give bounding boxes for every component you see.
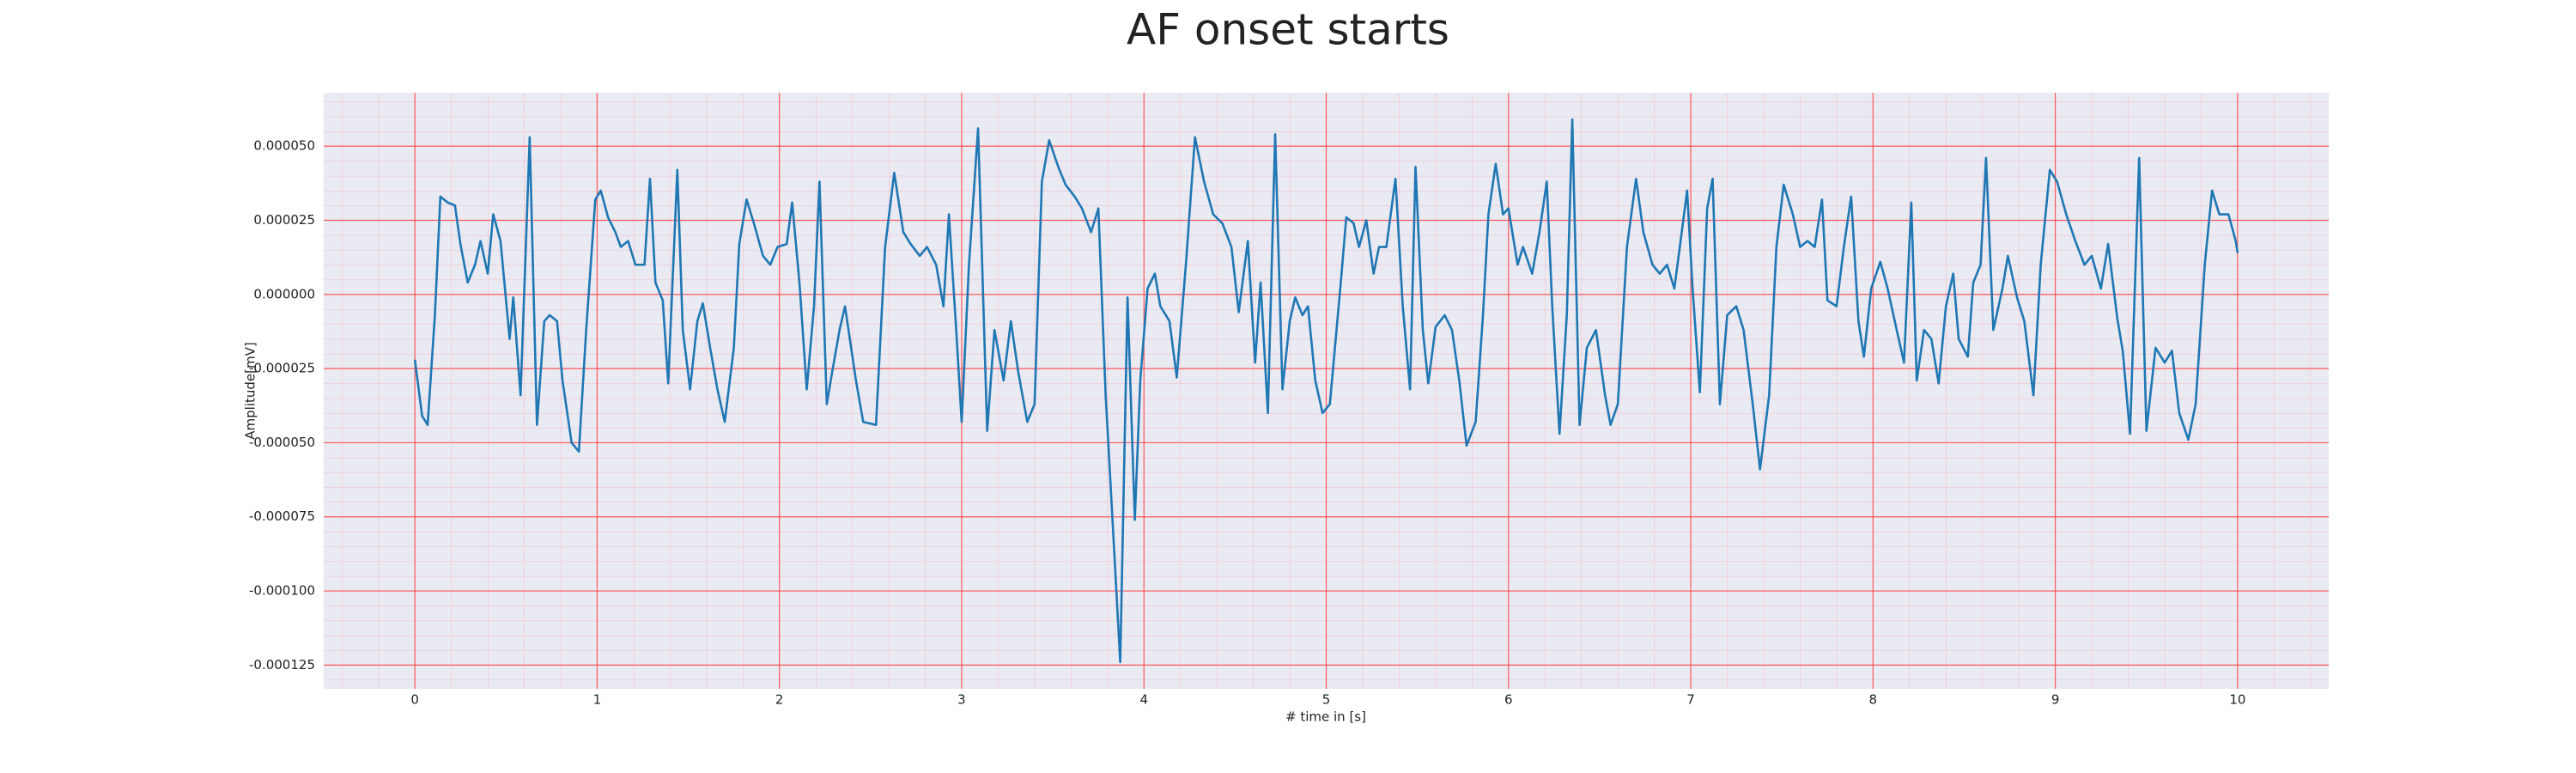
x-tick-label: 1 bbox=[593, 692, 602, 708]
y-tick-label: -0.000025 bbox=[249, 361, 315, 376]
x-tick-label: 4 bbox=[1139, 692, 1148, 708]
x-axis-label: # time in [s] bbox=[1285, 709, 1366, 725]
y-tick-label: -0.000075 bbox=[249, 508, 315, 524]
y-tick-label: -0.000100 bbox=[249, 583, 315, 599]
x-tick-label: 3 bbox=[957, 692, 966, 708]
y-tick-label: -0.000050 bbox=[249, 435, 315, 450]
x-tick-label: 6 bbox=[1504, 692, 1513, 708]
x-tick-label: 9 bbox=[2051, 692, 2060, 708]
x-tick-label: 2 bbox=[775, 692, 784, 708]
x-tick-label: 7 bbox=[1686, 692, 1695, 708]
y-tick-label: 0.000050 bbox=[253, 138, 315, 154]
x-tick-label: 0 bbox=[410, 692, 419, 708]
y-tick-label: 0.000000 bbox=[253, 286, 315, 301]
x-tick-label: 10 bbox=[2229, 692, 2245, 708]
signal-line bbox=[413, 118, 2239, 664]
y-tick-label: 0.000025 bbox=[253, 212, 315, 228]
x-tick-label: 5 bbox=[1322, 692, 1331, 708]
y-axis-label: Amplitude[mV] bbox=[243, 342, 258, 439]
x-tick-label: 8 bbox=[1869, 692, 1878, 708]
y-tick-label: -0.000125 bbox=[249, 657, 315, 673]
chart-title: AF onset starts bbox=[1127, 5, 1449, 55]
